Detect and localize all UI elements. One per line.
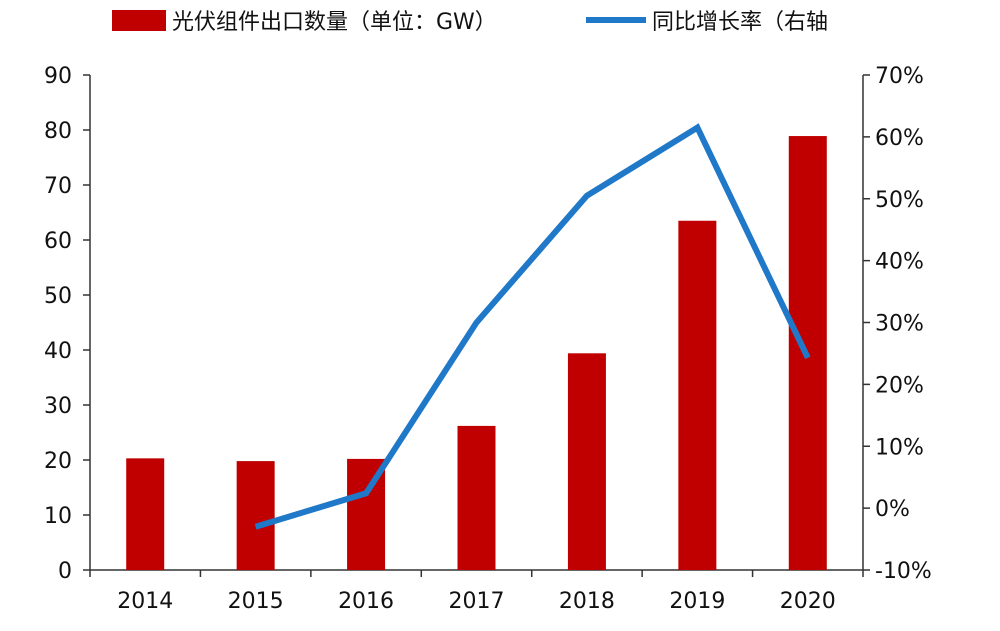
bar-2017 — [458, 426, 496, 570]
bar-2018 — [568, 353, 606, 570]
growth-line-layer — [256, 127, 808, 526]
x-tick-label: 2015 — [228, 589, 284, 614]
left-y-tick-label: 70 — [44, 174, 72, 199]
right-y-tick-label: 40% — [875, 250, 924, 275]
legend: 光伏组件出口数量（单位：GW） 同比增长率（右轴 — [112, 10, 828, 35]
x-tick-label: 2019 — [669, 589, 725, 614]
bars — [126, 136, 827, 570]
right-y-tick-label: 50% — [875, 188, 924, 213]
left-y-tick-label: 10 — [44, 504, 72, 529]
x-tick-label: 2020 — [780, 589, 836, 614]
bar-2015 — [237, 461, 275, 570]
left-y-tick-label: 90 — [44, 64, 72, 89]
right-y-tick-label: 10% — [875, 435, 924, 460]
right-y-tick-label: 60% — [875, 126, 924, 151]
legend-line-label: 同比增长率（右轴 — [652, 10, 828, 35]
legend-bar-label: 光伏组件出口数量（单位：GW） — [172, 10, 497, 35]
x-tick-label: 2016 — [338, 589, 394, 614]
growth-line — [256, 128, 808, 527]
left-y-tick-label: 20 — [44, 449, 72, 474]
right-y-tick-label: 0% — [875, 497, 910, 522]
right-y-tick-label: 30% — [875, 312, 924, 337]
left-y-tick-label: 40 — [44, 339, 72, 364]
x-tick-label: 2017 — [449, 589, 505, 614]
bar-2019 — [678, 221, 716, 570]
left-y-tick-label: 80 — [44, 119, 72, 144]
x-tick-label: 2014 — [117, 589, 173, 614]
legend-bar-swatch — [112, 10, 166, 31]
right-y-tick-label: -10% — [875, 559, 932, 584]
left-y-tick-label: 60 — [44, 229, 72, 254]
bar-2014 — [126, 458, 164, 570]
right-y-tick-label: 20% — [875, 373, 924, 398]
x-tick-label: 2018 — [559, 589, 615, 614]
left-y-tick-label: 0 — [58, 559, 72, 584]
left-y-tick-label: 30 — [44, 394, 72, 419]
left-y-tick-label: 50 — [44, 284, 72, 309]
right-y-tick-label: 70% — [875, 64, 924, 89]
